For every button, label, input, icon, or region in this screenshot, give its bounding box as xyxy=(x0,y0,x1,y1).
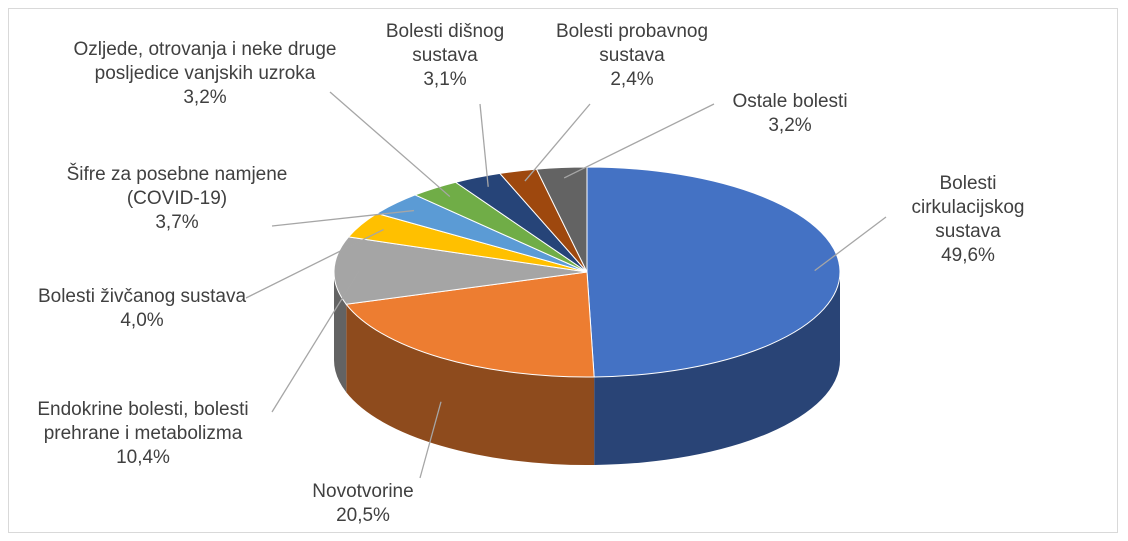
category-label: Bolesti živčanog sustava xyxy=(37,286,247,307)
leader-line xyxy=(563,103,715,179)
chart-frame xyxy=(8,8,1118,533)
data-label: Šifre za posebne namjene (COVID-19) 3,7% xyxy=(62,163,292,235)
value-label: 3,2% xyxy=(768,115,812,136)
value-label: 2,4% xyxy=(610,69,654,90)
slice xyxy=(586,166,841,378)
data-label: Ostale bolesti 3,2% xyxy=(700,90,880,138)
leader-line xyxy=(814,216,887,272)
leader-line xyxy=(245,228,384,299)
data-label: Bolesti živčanog sustava 4,0% xyxy=(37,285,247,333)
value-label: 3,2% xyxy=(183,87,227,108)
data-label: Bolesti dišnog sustava 3,1% xyxy=(365,20,525,92)
value-label: 3,7% xyxy=(155,212,199,233)
slice-side xyxy=(594,272,840,465)
data-label: Ozljede, otrovanja i neke druge posljedi… xyxy=(60,38,350,110)
category-label: Šifre za posebne namjene (COVID-19) xyxy=(66,164,288,209)
leader-line xyxy=(271,270,360,413)
slice-side xyxy=(334,272,347,393)
value-label: 20,5% xyxy=(336,505,390,526)
category-label: Bolesti cirkulacijskog sustava xyxy=(911,173,1025,242)
data-label: Novotvorine 20,5% xyxy=(288,480,438,528)
value-label: 4,0% xyxy=(120,310,164,331)
leader-line xyxy=(524,103,591,182)
slice xyxy=(333,236,588,305)
slice-side xyxy=(346,304,595,466)
data-label: Bolesti cirkulacijskog sustava 49,6% xyxy=(893,172,1043,268)
category-label: Novotvorine xyxy=(312,481,414,502)
leader-line xyxy=(329,91,451,198)
data-label: Bolesti probavnog sustava 2,4% xyxy=(532,20,732,92)
leader-line xyxy=(271,209,415,227)
slice xyxy=(345,271,595,378)
category-label: Endokrine bolesti, bolesti prehrane i me… xyxy=(37,399,249,444)
value-label: 10,4% xyxy=(116,447,170,468)
category-label: Ozljede, otrovanja i neke druge posljedi… xyxy=(73,39,337,84)
leader-line xyxy=(479,103,489,187)
category-label: Bolesti dišnog sustava xyxy=(385,21,505,66)
category-label: Bolesti probavnog sustava xyxy=(555,21,709,66)
value-label: 49,6% xyxy=(941,245,995,266)
leader-line xyxy=(419,401,442,479)
category-label: Ostale bolesti xyxy=(732,91,848,112)
value-label: 3,1% xyxy=(423,69,467,90)
data-label: Endokrine bolesti, bolesti prehrane i me… xyxy=(8,398,278,470)
